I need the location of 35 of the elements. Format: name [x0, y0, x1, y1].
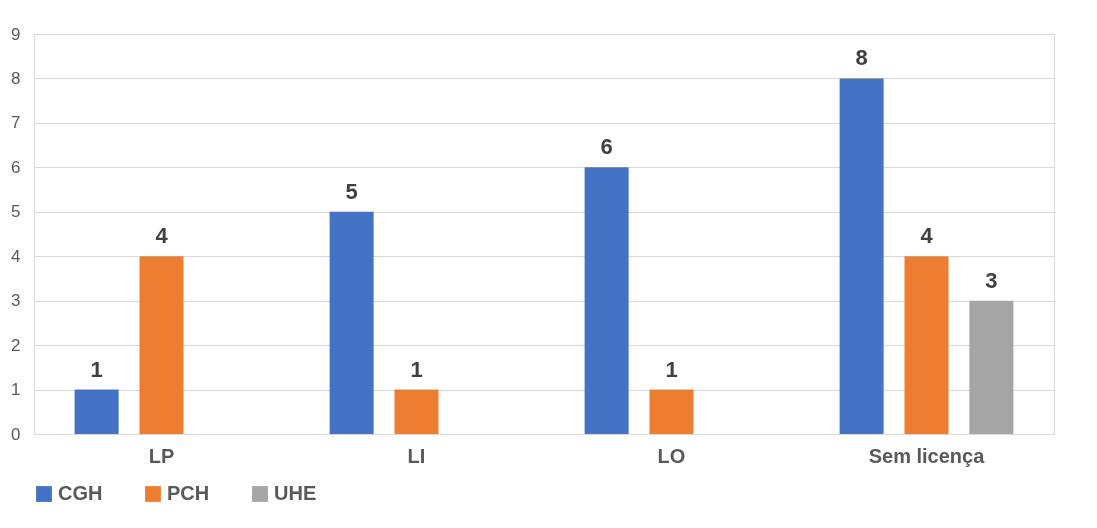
bar — [584, 167, 629, 434]
bar — [139, 256, 184, 434]
bar — [969, 300, 1014, 434]
y-tick-label: 4 — [11, 246, 21, 266]
data-label: 8 — [855, 45, 868, 71]
x-tick-label: Sem licença — [868, 444, 986, 467]
x-tick-label: LO — [657, 444, 686, 467]
y-tick-label: 7 — [11, 113, 21, 133]
data-label: 5 — [345, 178, 358, 204]
bar — [839, 78, 884, 434]
legend-label: CGH — [58, 482, 103, 504]
y-tick-label: 1 — [11, 380, 21, 400]
data-label: 6 — [600, 134, 613, 160]
y-tick-label: 6 — [11, 157, 21, 177]
data-label: 4 — [920, 223, 934, 249]
bar — [329, 211, 374, 434]
bar — [394, 389, 439, 434]
data-label: 4 — [155, 223, 169, 249]
bar — [74, 389, 119, 434]
y-tick-label: 3 — [11, 291, 21, 311]
data-label: 1 — [665, 356, 678, 382]
y-tick-label: 5 — [11, 202, 21, 222]
y-tick-label: 0 — [11, 424, 21, 444]
bar — [904, 256, 949, 434]
bar — [649, 389, 694, 434]
data-label: 3 — [985, 267, 998, 293]
data-label: 1 — [90, 356, 103, 382]
data-label: 1 — [410, 356, 423, 382]
legend-label: UHE — [274, 482, 317, 504]
y-tick-label: 8 — [11, 68, 21, 88]
y-tick-label: 9 — [11, 24, 21, 44]
x-tick-label: LP — [148, 444, 175, 467]
x-tick-label: LI — [407, 444, 426, 467]
legend-label: PCH — [167, 482, 210, 504]
y-tick-label: 2 — [11, 335, 21, 355]
